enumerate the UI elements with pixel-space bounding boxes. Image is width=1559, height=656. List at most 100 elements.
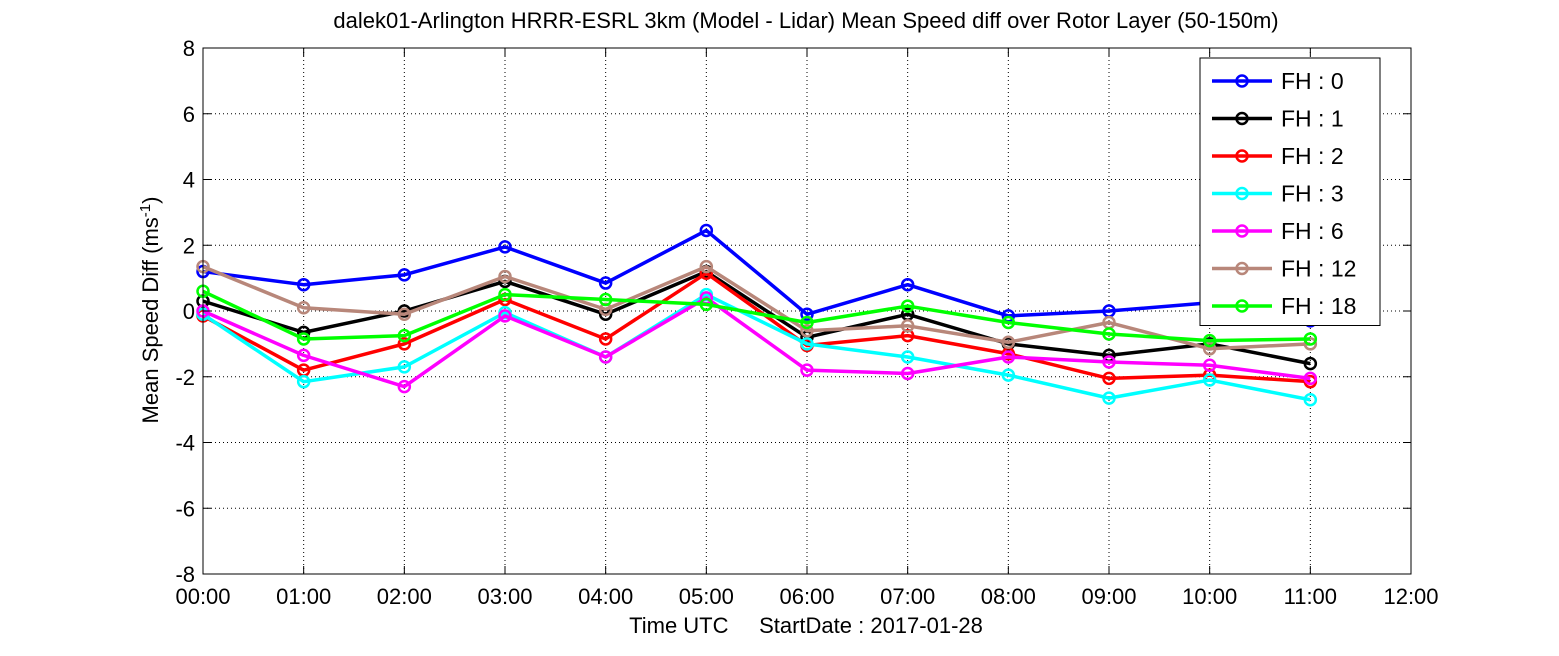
data-point — [1102, 355, 1116, 369]
data-point — [800, 363, 814, 377]
data-point — [598, 292, 613, 307]
data-point — [1001, 368, 1016, 382]
data-point — [1202, 373, 1217, 387]
legend-item: FH : 3 — [1212, 181, 1344, 207]
data-point — [1102, 371, 1116, 386]
series-line — [202, 296, 1311, 389]
y-axis-label-close: ) — [138, 197, 163, 204]
data-point — [397, 360, 412, 374]
x-tick-label: 04:00 — [578, 584, 633, 609]
data-point — [699, 297, 714, 312]
x-tick-label: 01:00 — [276, 584, 331, 609]
x-tick-label: 02:00 — [377, 584, 432, 609]
series-line — [202, 264, 1311, 351]
data-point — [1303, 332, 1318, 346]
legend-label: FH : 18 — [1281, 293, 1356, 319]
data-point — [296, 300, 311, 315]
x-tick-label: 06:00 — [779, 584, 834, 609]
data-point — [1102, 391, 1116, 405]
y-tick-label: -6 — [175, 496, 195, 521]
data-point — [900, 319, 915, 333]
legend-swatch-marker — [1235, 261, 1249, 276]
data-point — [296, 277, 311, 292]
data-point — [598, 350, 613, 364]
y-axis-label-superscript: -1 — [137, 204, 154, 217]
legend-swatch-marker — [1235, 149, 1249, 163]
data-point — [900, 366, 915, 381]
y-axis-label: Mean Speed Diff (ms-1) — [137, 197, 164, 424]
series-line — [202, 292, 1311, 402]
legend-swatch-marker — [1235, 186, 1249, 201]
x-tick-label: 00:00 — [175, 584, 230, 609]
y-tick-label: 6 — [183, 102, 195, 127]
y-tick-label: -8 — [175, 562, 195, 587]
data-point — [800, 315, 814, 330]
data-point — [900, 299, 915, 313]
data-point — [498, 309, 512, 323]
data-point — [296, 332, 311, 346]
data-point — [1102, 327, 1116, 341]
data-point — [397, 337, 412, 351]
data-point — [1303, 393, 1318, 407]
data-point — [1202, 342, 1217, 356]
x-tick-label: 08:00 — [981, 584, 1036, 609]
legend-item: FH : 1 — [1212, 106, 1344, 132]
data-point — [296, 374, 311, 389]
data-point — [900, 350, 915, 364]
legend-swatch-marker — [1235, 111, 1249, 126]
legend-label: FH : 6 — [1281, 218, 1344, 244]
data-point — [1001, 315, 1016, 330]
data-point — [397, 379, 412, 394]
legend-swatch-marker — [1235, 74, 1249, 88]
y-axis-label-main: Mean Speed Diff (ms — [138, 217, 163, 423]
x-tick-label: 05:00 — [679, 584, 734, 609]
y-tick-label: -2 — [175, 365, 195, 390]
data-point — [699, 259, 714, 274]
legend-label: FH : 0 — [1281, 68, 1344, 94]
series-fh-6 — [196, 291, 1318, 394]
data-point — [397, 307, 412, 322]
x-tick-label: 12:00 — [1383, 584, 1438, 609]
legend-item: FH : 12 — [1212, 256, 1356, 282]
data-point — [598, 332, 613, 346]
data-point — [1001, 335, 1016, 349]
x-tick-label: 11:00 — [1284, 584, 1337, 609]
data-point — [397, 328, 412, 343]
legend-item: FH : 2 — [1212, 143, 1344, 169]
data-point — [1202, 333, 1217, 348]
series-line — [202, 289, 1311, 343]
series-line — [202, 228, 1311, 323]
legend-swatch-marker — [1235, 224, 1249, 238]
y-tick-label: 8 — [183, 36, 195, 61]
data-point — [1303, 337, 1318, 351]
legend-label: FH : 3 — [1281, 181, 1344, 207]
data-point — [900, 277, 915, 292]
legend-item: FH : 18 — [1212, 293, 1356, 319]
data-point — [699, 223, 714, 238]
data-point — [1001, 350, 1016, 364]
y-tick-label: -4 — [175, 431, 195, 456]
legend-item: FH : 0 — [1212, 68, 1344, 94]
x-tick-label: 07:00 — [880, 584, 935, 609]
data-point — [598, 276, 613, 290]
data-point — [800, 337, 814, 351]
legend-label: FH : 2 — [1281, 143, 1344, 169]
legend: FH : 0 FH : 1 FH : 2 FH : 3 FH : 6 FH : 12 FH … — [1199, 57, 1381, 326]
x-tick-label: 09:00 — [1081, 584, 1136, 609]
series-line — [202, 271, 1311, 384]
chart-title: dalek01-Arlington HRRR-ESRL 3km (Model -… — [333, 8, 1278, 33]
y-tick-label: 4 — [183, 168, 195, 193]
data-point — [1202, 358, 1217, 372]
data-point — [296, 348, 311, 363]
x-tick-label: 10:00 — [1182, 584, 1237, 609]
data-point — [498, 269, 512, 284]
legend-label: FH : 1 — [1281, 106, 1344, 132]
y-tick-label: 2 — [183, 233, 195, 258]
y-tick-label: 0 — [183, 299, 195, 324]
data-point — [1303, 356, 1318, 371]
data-point — [498, 287, 512, 302]
data-point — [800, 307, 814, 322]
series-fh-18 — [196, 284, 1318, 348]
data-point — [498, 240, 512, 254]
